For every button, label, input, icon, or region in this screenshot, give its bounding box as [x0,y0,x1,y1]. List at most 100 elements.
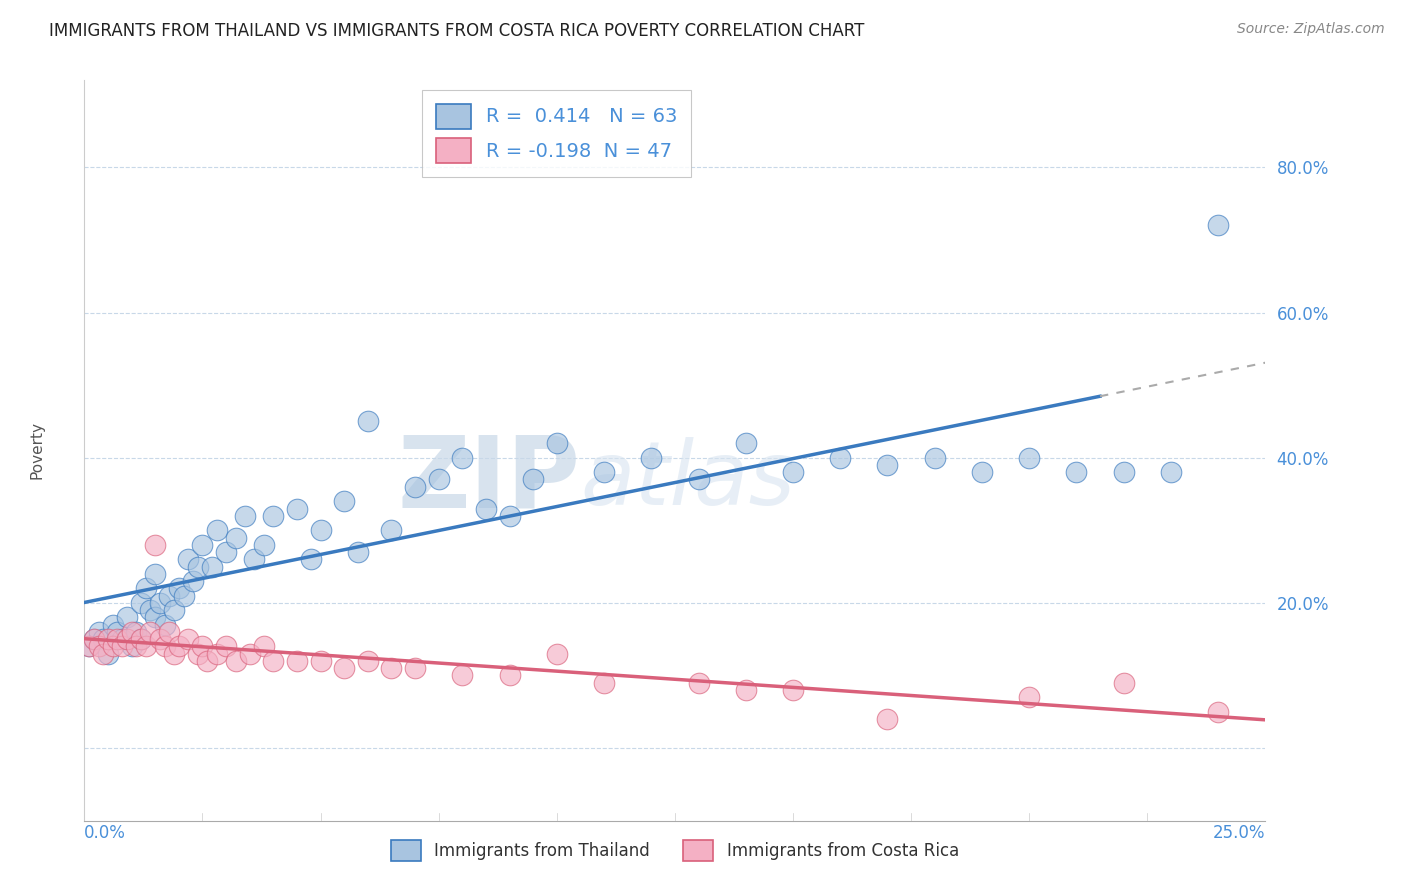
Point [201,559,224,574]
Point [498,668,520,682]
Point [111,632,134,647]
Point [135,582,157,596]
Point [97,647,120,661]
Point [404,480,426,494]
Text: 0.0%: 0.0% [84,824,127,842]
Point [215,545,238,559]
Point [153,640,176,654]
Point [177,552,200,566]
Point [129,632,152,647]
Point [177,632,200,647]
Point [404,661,426,675]
Point [107,624,129,639]
Point [640,450,662,465]
Point [253,538,276,552]
Point [498,508,520,523]
Point [115,610,138,624]
Point [129,596,152,610]
Point [149,596,172,610]
Point [143,610,166,624]
Point [77,640,100,654]
Point [546,436,568,450]
Point [309,524,332,538]
Point [593,675,616,690]
Point [153,617,176,632]
Point [451,450,474,465]
Point [187,559,209,574]
Point [1018,690,1040,705]
Point [522,473,544,487]
Point [309,654,332,668]
Point [129,632,152,647]
Point [427,473,450,487]
Point [876,712,898,726]
Point [87,640,110,654]
Point [205,524,228,538]
Point [101,617,124,632]
Point [285,501,308,516]
Point [1206,705,1229,719]
Point [125,640,148,654]
Point [243,552,266,566]
Point [1112,675,1135,690]
Point [139,603,162,617]
Point [167,640,190,654]
Point [1160,465,1182,479]
Text: Source: ZipAtlas.com: Source: ZipAtlas.com [1237,22,1385,37]
Point [115,632,138,647]
Point [333,494,356,508]
Point [970,465,993,479]
Point [688,675,710,690]
Point [215,640,238,654]
Point [157,589,180,603]
Point [475,501,498,516]
Point [546,647,568,661]
Text: atlas: atlas [581,437,796,523]
Point [347,545,370,559]
Point [195,654,218,668]
Text: IMMIGRANTS FROM THAILAND VS IMMIGRANTS FROM COSTA RICA POVERTY CORRELATION CHART: IMMIGRANTS FROM THAILAND VS IMMIGRANTS F… [49,22,865,40]
Point [97,632,120,647]
Point [782,683,804,698]
Point [688,473,710,487]
Point [1018,450,1040,465]
Point [380,661,402,675]
Point [299,552,322,566]
Point [77,640,100,654]
Point [121,640,143,654]
Point [143,538,166,552]
Point [451,668,474,682]
Point [830,450,852,465]
Point [139,624,162,639]
Text: Poverty: Poverty [30,421,45,480]
Point [233,508,256,523]
Point [187,647,209,661]
Point [734,436,756,450]
Point [173,589,195,603]
Point [83,632,105,647]
Point [734,683,756,698]
Point [262,508,284,523]
Point [163,647,186,661]
Point [924,450,946,465]
Point [83,632,105,647]
Point [111,640,134,654]
Point [225,531,247,545]
Point [1206,219,1229,233]
Point [163,603,186,617]
Point [107,632,129,647]
Point [782,465,804,479]
Point [191,538,214,552]
Point [157,624,180,639]
Text: ZIP: ZIP [398,432,581,529]
Point [225,654,247,668]
Point [333,661,356,675]
Point [91,647,114,661]
Point [167,582,190,596]
Point [285,654,308,668]
Point [876,458,898,472]
Point [121,624,143,639]
Point [135,640,157,654]
Point [149,632,172,647]
Legend: Immigrants from Thailand, Immigrants from Costa Rica: Immigrants from Thailand, Immigrants fro… [384,833,966,868]
